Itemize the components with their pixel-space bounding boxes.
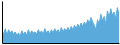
y-axis-line: [2, 2, 3, 44]
area: [2, 8, 119, 43]
y-axis: [2, 2, 3, 44]
chart: [0, 0, 120, 45]
line: [2, 8, 119, 37]
x-axis-line: [3, 43, 120, 44]
marks: [2, 8, 119, 43]
x-axis: [3, 43, 120, 44]
plot: [2, 2, 120, 44]
